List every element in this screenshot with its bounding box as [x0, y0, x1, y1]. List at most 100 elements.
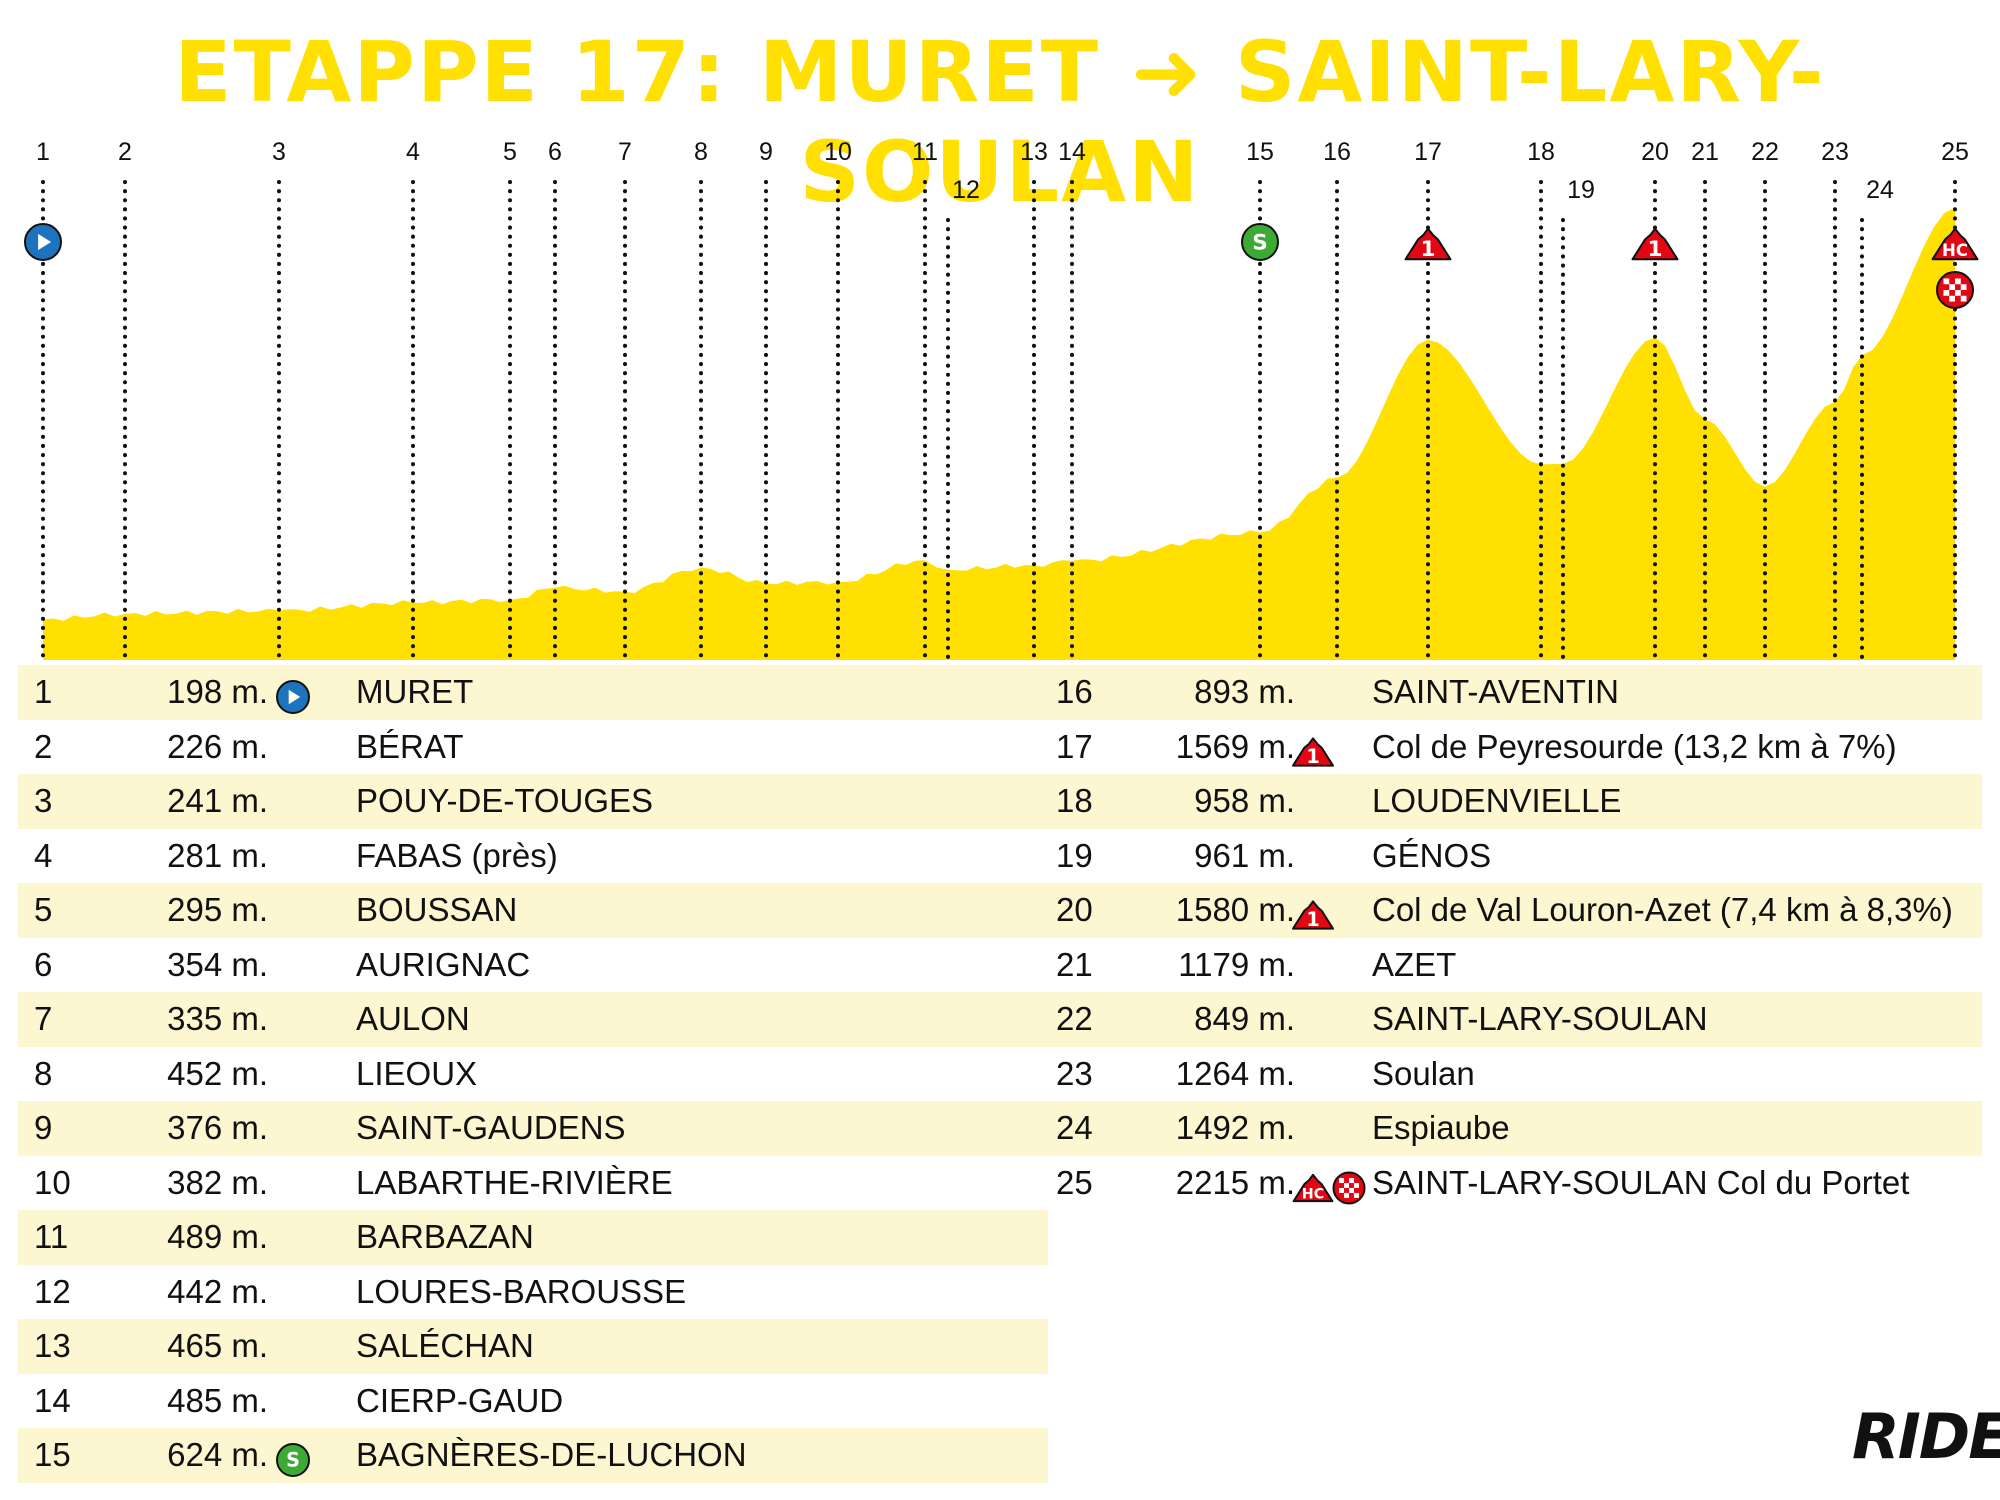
elevation-area — [43, 207, 1955, 661]
waypoint-row: 5 295 m. BOUSSAN — [18, 883, 1048, 938]
waypoint-name: BOUSSAN — [356, 891, 518, 928]
sprint-icon-row-15: S — [276, 1443, 310, 1477]
waypoint-row: 25 2215 m. SAINT-LARY-SOULAN Col du Portet… — [1030, 1156, 1982, 1211]
waypoint-number: 7 — [34, 1000, 53, 1037]
waypoint-altitude: 624 m. — [167, 1436, 268, 1473]
waypoint-icon: HC — [1292, 1167, 1368, 1221]
svg-text:HC: HC — [1942, 241, 1968, 260]
waypoint-name: AULON — [356, 1000, 470, 1037]
waypoint-altitude: 485 m. — [167, 1381, 268, 1419]
waypoint-icon: 1 — [1292, 894, 1368, 948]
waypoint-altitude: 1580 m. — [1175, 891, 1295, 928]
marker-number-11: 11 — [912, 138, 938, 166]
waypoint-name: BÉRAT — [356, 727, 464, 765]
climb-cat1-icon-row-17: 1 — [1292, 736, 1334, 767]
waypoint-row: 1 198 m. MURET — [18, 665, 1048, 720]
waypoint-altitude: 1492 m. — [1175, 1109, 1295, 1146]
waypoint-number: 21 — [1056, 945, 1093, 983]
marker-number-24: 24 — [1866, 176, 1894, 204]
waypoint-row: 22 849 m. SAINT-LARY-SOULAN — [1030, 992, 1982, 1047]
marker-number-25: 25 — [1941, 138, 1969, 166]
waypoint-name: AZET — [1372, 945, 1457, 983]
waypoint-row: 4 281 m. FABAS (près) — [18, 829, 1048, 884]
marker-number-6: 6 — [548, 138, 562, 166]
marker-number-23: 23 — [1821, 138, 1849, 166]
waypoint-table-right: 16 893 m. SAINT-AVENTIN 17 1569 m. Col de Pey… — [1030, 665, 1982, 1210]
svg-text:1: 1 — [1306, 744, 1319, 767]
ride-logo: RIDE — [1852, 1400, 2000, 1473]
waypoint-number: 24 — [1056, 1109, 1093, 1146]
start-icon-point-1-0 — [24, 223, 62, 261]
waypoint-icon: 1 — [1292, 731, 1368, 785]
waypoint-number: 4 — [34, 836, 53, 874]
waypoint-row: 23 1264 m. Soulan — [1030, 1047, 1982, 1102]
waypoint-number: 17 — [1056, 727, 1093, 765]
waypoint-altitude: 489 m. — [167, 1218, 268, 1255]
waypoint-name: SALÉCHAN — [356, 1327, 534, 1364]
waypoint-number: 1 — [34, 673, 53, 710]
sprint-icon-point-15-1: S — [1241, 223, 1279, 261]
climb-hc-icon-point-25-4: HC — [1931, 227, 1979, 261]
marker-number-1: 1 — [36, 138, 50, 166]
waypoint-altitude: 335 m. — [167, 1000, 268, 1037]
waypoint-row: 11 489 m. BARBAZAN — [18, 1210, 1048, 1265]
waypoint-number: 12 — [34, 1272, 71, 1310]
waypoint-number: 23 — [1056, 1054, 1093, 1092]
marker-number-3: 3 — [272, 138, 286, 166]
climb-cat1-icon-row-20: 1 — [1292, 900, 1334, 931]
marker-number-19: 19 — [1567, 176, 1595, 204]
waypoint-row: 24 1492 m. Espiaube — [1030, 1101, 1982, 1156]
waypoint-number: 9 — [34, 1109, 53, 1146]
waypoint-name: POUY-DE-TOUGES — [356, 782, 654, 819]
waypoint-row: 12 442 m. LOURES-BAROUSSE — [18, 1265, 1048, 1320]
marker-number-9: 9 — [759, 138, 773, 166]
marker-number-12: 12 — [952, 176, 980, 204]
waypoint-row: 6 354 m. AURIGNAC — [18, 938, 1048, 993]
marker-number-2: 2 — [118, 138, 132, 166]
waypoint-altitude: 382 m. — [167, 1163, 268, 1201]
waypoint-row: 21 1179 m. AZET — [1030, 938, 1982, 993]
waypoint-number: 10 — [34, 1163, 71, 1201]
waypoint-altitude: 893 m. — [1194, 673, 1295, 710]
waypoint-name: SAINT-AVENTIN — [1372, 673, 1619, 710]
waypoint-name: SAINT-LARY-SOULAN — [1372, 1000, 1708, 1037]
marker-number-22: 22 — [1751, 138, 1779, 166]
waypoint-row: 10 382 m. LABARTHE-RIVIÈRE — [18, 1156, 1048, 1211]
climb-cat1-icon-point-17-2: 1 — [1404, 227, 1452, 262]
svg-text:S: S — [286, 1449, 300, 1472]
waypoint-row: 8 452 m. LIEOUX — [18, 1047, 1048, 1102]
waypoint-number: 19 — [1056, 836, 1093, 874]
waypoint-name: BAGNÈRES-DE-LUCHON — [356, 1436, 747, 1473]
waypoint-row: 19 961 m. GÉNOS — [1030, 829, 1982, 884]
waypoint-number: 22 — [1056, 1000, 1093, 1037]
waypoint-name: LABARTHE-RIVIÈRE — [356, 1163, 673, 1201]
waypoint-altitude: 376 m. — [167, 1109, 268, 1146]
marker-number-16: 16 — [1323, 138, 1351, 166]
svg-text:HC: HC — [1302, 1186, 1324, 1202]
waypoint-altitude: 241 m. — [167, 782, 268, 819]
waypoint-name: GÉNOS — [1372, 836, 1492, 874]
waypoint-number: 3 — [34, 782, 53, 819]
waypoint-row: 3 241 m. POUY-DE-TOUGES — [18, 774, 1048, 829]
waypoint-altitude: 295 m. — [167, 891, 268, 928]
waypoint-altitude: 2215 m. — [1175, 1163, 1295, 1201]
waypoint-altitude: 961 m. — [1194, 836, 1295, 874]
waypoint-name: MURET — [356, 673, 474, 710]
waypoint-row: 20 1580 m. Col de Val Louron-Azet (7,4 km … — [1030, 883, 1982, 938]
waypoint-name: SAINT-GAUDENS — [356, 1109, 626, 1146]
marker-number-13: 13 — [1020, 138, 1048, 166]
svg-text:S: S — [1252, 231, 1268, 256]
waypoint-number: 11 — [34, 1218, 69, 1255]
waypoint-altitude: 1264 m. — [1175, 1054, 1295, 1092]
waypoint-table-left: 1 198 m. MURET 2 226 m. BÉRAT 3 241 m. POUY-DE-T… — [18, 665, 1048, 1483]
svg-text:1: 1 — [1647, 237, 1662, 262]
waypoint-altitude: 849 m. — [1194, 1000, 1295, 1037]
waypoint-number: 20 — [1056, 891, 1093, 928]
waypoint-row: 7 335 m. AULON — [18, 992, 1048, 1047]
marker-number-10: 10 — [824, 138, 852, 166]
start-icon-row-1 — [276, 680, 310, 714]
marker-number-17: 17 — [1414, 138, 1442, 166]
waypoint-number: 13 — [34, 1327, 71, 1364]
waypoint-number: 16 — [1056, 673, 1093, 710]
